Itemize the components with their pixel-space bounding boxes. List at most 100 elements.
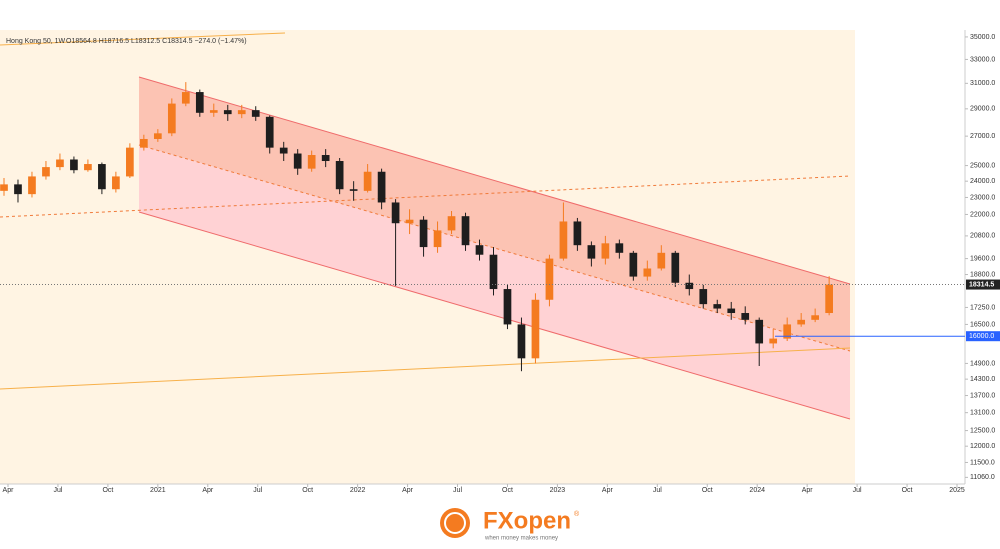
candle-body xyxy=(419,219,428,248)
candle-body xyxy=(475,245,484,255)
x-tick-label: 2022 xyxy=(350,487,366,494)
y-tick-label: 20800.0 xyxy=(970,233,995,240)
brand: FXopen xyxy=(483,507,571,534)
y-tick-label: 29000.0 xyxy=(970,106,995,113)
candle-body xyxy=(629,252,638,277)
y-tick-label: 12000.0 xyxy=(970,443,995,450)
candle-body xyxy=(195,92,204,113)
level-label: 16000.0 xyxy=(969,333,994,340)
candle-body xyxy=(447,216,456,231)
marks xyxy=(0,82,833,372)
y-tick-label: 25000.0 xyxy=(970,162,995,169)
registered: ® xyxy=(574,510,580,518)
candle-body xyxy=(42,167,50,177)
candle-body xyxy=(167,103,176,134)
x-tick-label: Jul xyxy=(53,487,62,494)
y-tick-label: 11060.0 xyxy=(970,474,995,481)
candle-body xyxy=(503,289,512,325)
y-tick-label: 23000.0 xyxy=(970,194,995,201)
candle-body xyxy=(377,171,386,203)
y-tick-label: 17250.0 xyxy=(970,304,995,311)
x-tick-label: Jul xyxy=(653,487,662,494)
x-tick-label: Apr xyxy=(602,487,614,494)
candle-body xyxy=(573,221,582,246)
candle-body xyxy=(643,268,652,277)
y-tick-label: 27000.0 xyxy=(970,133,995,140)
candle-body xyxy=(293,153,302,169)
candle-body xyxy=(727,308,736,314)
y-tick-label: 11500.0 xyxy=(970,459,995,466)
candle-body xyxy=(140,138,148,148)
x-tick-label: 2021 xyxy=(150,487,166,494)
candle-body xyxy=(14,184,22,195)
candle-body xyxy=(126,147,134,177)
trend-dotted xyxy=(0,175,851,218)
candle-body xyxy=(755,319,764,344)
candle-body xyxy=(545,258,554,300)
x-tick-label: Oct xyxy=(102,487,113,494)
x-tick-label: Apr xyxy=(402,487,414,494)
x-tick-label: 2023 xyxy=(550,487,566,494)
candle-body xyxy=(265,116,274,148)
x-tick-label: 2025 xyxy=(949,487,965,494)
candle-body xyxy=(601,243,610,259)
candle-body xyxy=(56,159,64,168)
y-tick-label: 33000.0 xyxy=(970,56,995,63)
candle-body xyxy=(461,216,470,246)
candle-body xyxy=(349,189,358,191)
last-price-label: 18314.5 xyxy=(969,281,994,288)
x-tick-label: Jul xyxy=(253,487,262,494)
candle-body xyxy=(237,110,246,115)
x-tick-label: Apr xyxy=(3,487,15,494)
y-tick-label: 19600.0 xyxy=(970,255,995,262)
candle-body xyxy=(615,243,624,253)
y-tick-label: 16500.0 xyxy=(970,321,995,328)
channel-bottom xyxy=(138,211,851,420)
y-tick-label: 14900.0 xyxy=(970,360,995,367)
candle-body xyxy=(811,315,820,320)
candle-body xyxy=(0,184,8,191)
candle-body xyxy=(251,110,260,117)
candle-body xyxy=(433,230,442,248)
candle-body xyxy=(70,159,78,171)
y-tick-label: 12500.0 xyxy=(970,427,995,434)
candle-body xyxy=(587,245,596,259)
trend-top xyxy=(0,32,286,46)
candle-body xyxy=(321,155,330,162)
candle-body xyxy=(363,171,372,191)
tagline: when money makes money xyxy=(484,536,558,542)
level-box xyxy=(966,331,1000,342)
candle-body xyxy=(28,176,36,195)
logo: FXopen ® when money makes money xyxy=(440,507,580,542)
x-tick-label: Jul xyxy=(453,487,462,494)
y-tick-label: 13100.0 xyxy=(970,409,995,416)
chart-title: Hong Kong 50, 1W xyxy=(6,38,66,45)
candle-body xyxy=(223,110,232,115)
candle-body xyxy=(112,176,120,190)
candle-body xyxy=(489,254,498,290)
candle-body xyxy=(685,282,694,290)
candle-body xyxy=(531,299,540,359)
candle-body xyxy=(98,164,106,190)
ohlc-readout: O18564.8 H18716.5 L18312.5 C18314.5 −274… xyxy=(66,38,247,45)
y-tick-label: 14300.0 xyxy=(970,376,995,383)
candle-body xyxy=(405,219,414,224)
x-tick-label: Apr xyxy=(202,487,214,494)
y-tick-label: 18800.0 xyxy=(970,271,995,278)
last-price-box xyxy=(966,279,1000,290)
candle-body xyxy=(279,147,288,154)
candle-body xyxy=(657,252,666,269)
candle-body xyxy=(713,304,722,309)
x-tick-label: Apr xyxy=(802,487,814,494)
x-tick-label: Oct xyxy=(502,487,513,494)
candle-body xyxy=(181,92,190,104)
candle-body xyxy=(153,133,162,139)
candle-body xyxy=(825,284,833,314)
logo-icon-ring xyxy=(444,512,466,534)
candle-body xyxy=(391,202,400,224)
y-tick-label: 22000.0 xyxy=(970,211,995,218)
candle-body xyxy=(671,252,680,283)
y-tick-label: 24000.0 xyxy=(970,178,995,185)
candle-body xyxy=(797,319,806,325)
